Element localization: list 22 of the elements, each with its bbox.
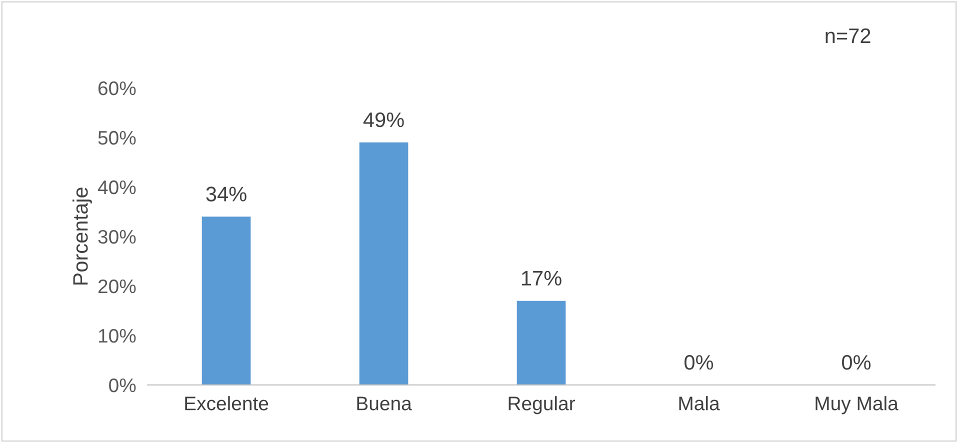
y-tick-label: 60% <box>98 81 136 96</box>
x-tick-label: Regular <box>508 396 575 414</box>
y-tick-label: 0% <box>109 378 136 392</box>
y-tick-label: 30% <box>98 230 136 244</box>
bar <box>359 142 408 385</box>
y-tick-label: 10% <box>98 328 136 343</box>
text: n=72 <box>826 28 870 43</box>
bar <box>516 300 566 385</box>
y-tick-label: 20% <box>98 279 136 294</box>
data-label: 49% <box>363 112 404 128</box>
y-tick-label: 40% <box>98 180 136 194</box>
x-tick-label: Muy Mala <box>816 396 898 414</box>
data-label: 34% <box>206 186 246 202</box>
x-tick-label: Mala <box>679 396 720 410</box>
data-label: 17% <box>522 270 562 286</box>
bar <box>202 216 251 385</box>
data-label: 0% <box>842 355 871 370</box>
y-tick-label: 50% <box>98 130 136 145</box>
x-tick-label: Excelente <box>185 396 268 410</box>
y-axis-title: Porcentaje <box>72 188 92 285</box>
data-label: 0% <box>684 355 714 370</box>
x-tick-label: Buena <box>357 396 412 410</box>
